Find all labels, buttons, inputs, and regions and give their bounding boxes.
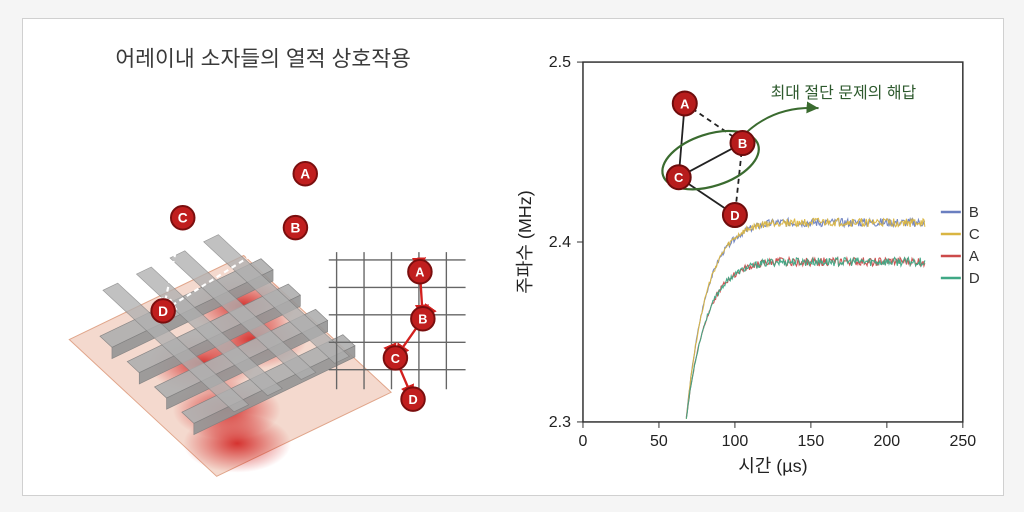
legend-label: B <box>969 204 979 221</box>
node-3d-label: B <box>290 220 300 235</box>
figure-inner: 어레이내 소자들의 열적 상호작용열ABCDABCD 0501001502002… <box>22 18 1004 496</box>
right-svg: 0 50 100 150 200 250 2.3 2.4 2.5 시간 (µs) 주파수 (MHz)… <box>503 19 1003 495</box>
xtick-label: 150 <box>798 433 825 450</box>
interaction-arrow <box>183 174 306 218</box>
xtick-label: 250 <box>950 433 977 450</box>
xlabel: 시간 (µs) <box>738 456 807 476</box>
xtick-label: 0 <box>579 433 588 450</box>
ylabel: 주파수 (MHz) <box>515 190 535 294</box>
legend-label: D <box>969 270 980 287</box>
annotation-text: 최대 절단 문제의 해답 <box>771 84 917 102</box>
left-svg: 어레이내 소자들의 열적 상호작용열 A B C D A B C D <box>23 19 503 495</box>
ytick-label: 2.4 <box>549 234 571 251</box>
graph-node-label: A <box>680 96 690 111</box>
heat-label: 열 <box>153 223 169 243</box>
panel-left: 어레이내 소자들의 열적 상호작용열 A B C D A B C D <box>23 19 503 495</box>
xtick-label: 50 <box>650 433 668 450</box>
figure-frame: 어레이내 소자들의 열적 상호작용열ABCDABCD 0501001502002… <box>0 0 1024 512</box>
left-title: 어레이내 소자들의 열적 상호작용 <box>115 46 410 71</box>
graph-node-label: B <box>738 136 747 151</box>
inset-node-label: D <box>408 392 417 407</box>
node-3d-label: C <box>178 211 188 226</box>
xtick-label: 200 <box>874 433 901 450</box>
node-3d-label: A <box>300 167 310 182</box>
inset-node-label: A <box>415 265 424 280</box>
node-3d-label: D <box>158 304 168 319</box>
graph-node-label: D <box>730 208 739 223</box>
panel-right: 0 50 100 150 200 250 2.3 2.4 2.5 시간 (µs) 주파수 (MHz)… <box>503 19 1003 495</box>
ytick-label: 2.3 <box>549 414 571 431</box>
ytick-label: 2.5 <box>549 54 571 71</box>
interaction-arrow <box>183 218 296 228</box>
inset-node-label: B <box>418 312 427 327</box>
graph-node-label: C <box>674 170 684 185</box>
legend-label: C <box>969 226 980 243</box>
xtick-label: 100 <box>722 433 749 450</box>
legend-label: A <box>969 248 979 265</box>
inset-node-label: C <box>391 351 400 366</box>
